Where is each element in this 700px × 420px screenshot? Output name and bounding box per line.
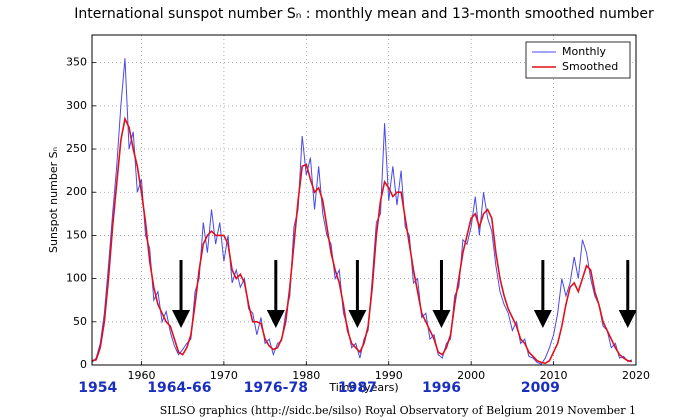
arrow-head <box>533 310 552 328</box>
minimum-arrow <box>618 260 637 328</box>
minimum-arrow <box>172 260 191 328</box>
minimum-label: 1964-66 <box>147 380 211 396</box>
arrow-head <box>618 310 637 328</box>
minimum-label: 1976-78 <box>244 380 308 396</box>
arrow-head <box>266 310 285 328</box>
minimum-label: 1996 <box>422 380 461 396</box>
arrow-head <box>432 310 451 328</box>
legend-label: Smoothed <box>562 60 618 73</box>
minimum-label: 1987 <box>338 380 377 396</box>
x-tick-label: 1980 <box>292 369 320 382</box>
footer: SILSO graphics (http://sidc.be/silso) Ro… <box>160 404 636 417</box>
minimum-arrow <box>348 260 367 328</box>
arrow-head <box>172 310 191 328</box>
x-tick-label: 1970 <box>210 369 238 382</box>
legend-label: Monthly <box>562 45 607 58</box>
y-tick-label: 0 <box>80 358 87 371</box>
x-tick-label: 1960 <box>127 369 155 382</box>
y-tick-label: 150 <box>66 228 87 241</box>
minimum-arrow <box>533 260 552 328</box>
y-tick-label: 300 <box>66 99 87 112</box>
legend-box <box>525 41 631 79</box>
series-line <box>92 116 633 365</box>
y-axis-label: Sunspot number Sₙ <box>47 147 60 253</box>
x-tick-label: 2000 <box>457 369 485 382</box>
minimum-label: 1954 <box>78 380 117 396</box>
chart-title: International sunspot number Sₙ : monthl… <box>74 6 654 22</box>
minimum-label: 2009 <box>521 380 560 396</box>
x-tick-label: 1990 <box>375 369 403 382</box>
minimum-arrow <box>432 260 451 328</box>
x-tick-label: 2010 <box>540 369 568 382</box>
y-tick-label: 350 <box>66 56 87 69</box>
y-tick-label: 200 <box>66 185 87 198</box>
x-axis-label: Time (years) <box>328 381 398 394</box>
y-tick-label: 250 <box>66 142 87 155</box>
minimum-arrow <box>266 260 285 328</box>
arrow-head <box>348 310 367 328</box>
plot-frame <box>91 34 637 366</box>
y-tick-label: 100 <box>66 272 87 285</box>
y-tick-label: 50 <box>73 315 87 328</box>
x-tick-label: 2020 <box>622 369 650 382</box>
